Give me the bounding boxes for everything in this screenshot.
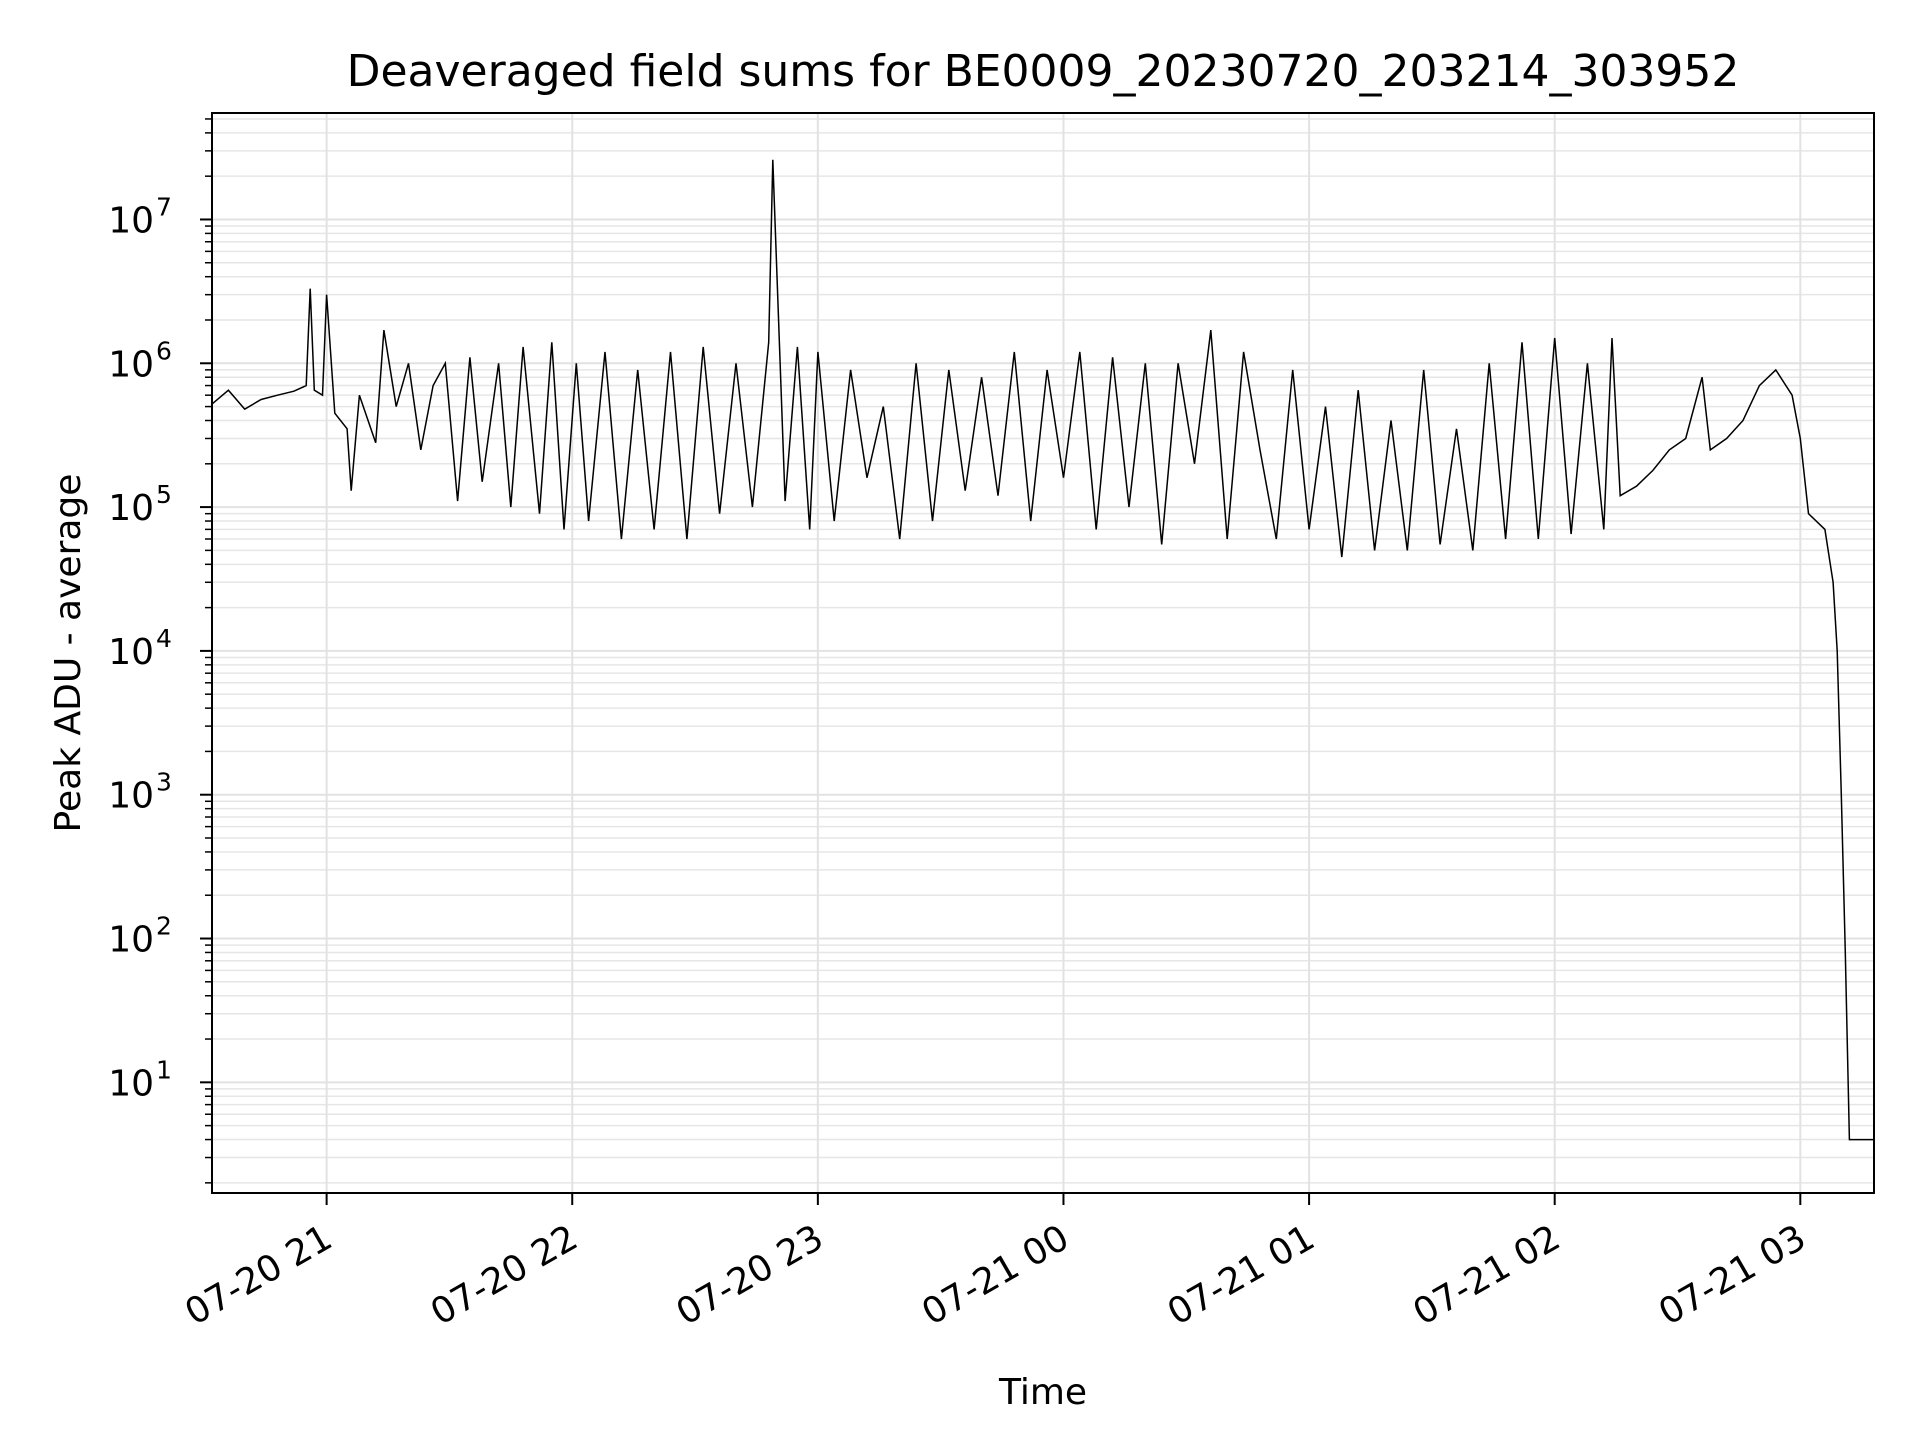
y-tick-label: 10 [108, 632, 154, 673]
y-tick-exponent: 5 [156, 480, 172, 509]
y-tick-exponent: 6 [156, 336, 172, 365]
y-axis-label: Peak ADU - average [48, 474, 89, 833]
y-tick-label: 10 [108, 920, 154, 961]
series-line [211, 159, 1874, 1141]
y-tick-label: 10 [108, 776, 154, 817]
plot-frame [211, 112, 1875, 1194]
y-tick-exponent: 7 [156, 192, 172, 221]
y-tick-label: 10 [108, 344, 154, 385]
y-tick-exponent: 1 [156, 1055, 172, 1084]
y-tick-exponent: 2 [156, 912, 172, 941]
y-tick-exponent: 3 [156, 768, 172, 797]
series-layer [211, 159, 1874, 1141]
grid [212, 113, 1874, 1193]
y-tick-label: 10 [108, 1063, 154, 1104]
y-tick-exponent: 4 [156, 624, 172, 653]
y-tick-label: 10 [108, 488, 154, 529]
chart-title: Deaveraged field sums for BE0009_2023072… [347, 46, 1740, 97]
y-tick-label: 10 [108, 200, 154, 241]
x-axis-label: Time [998, 1372, 1087, 1413]
